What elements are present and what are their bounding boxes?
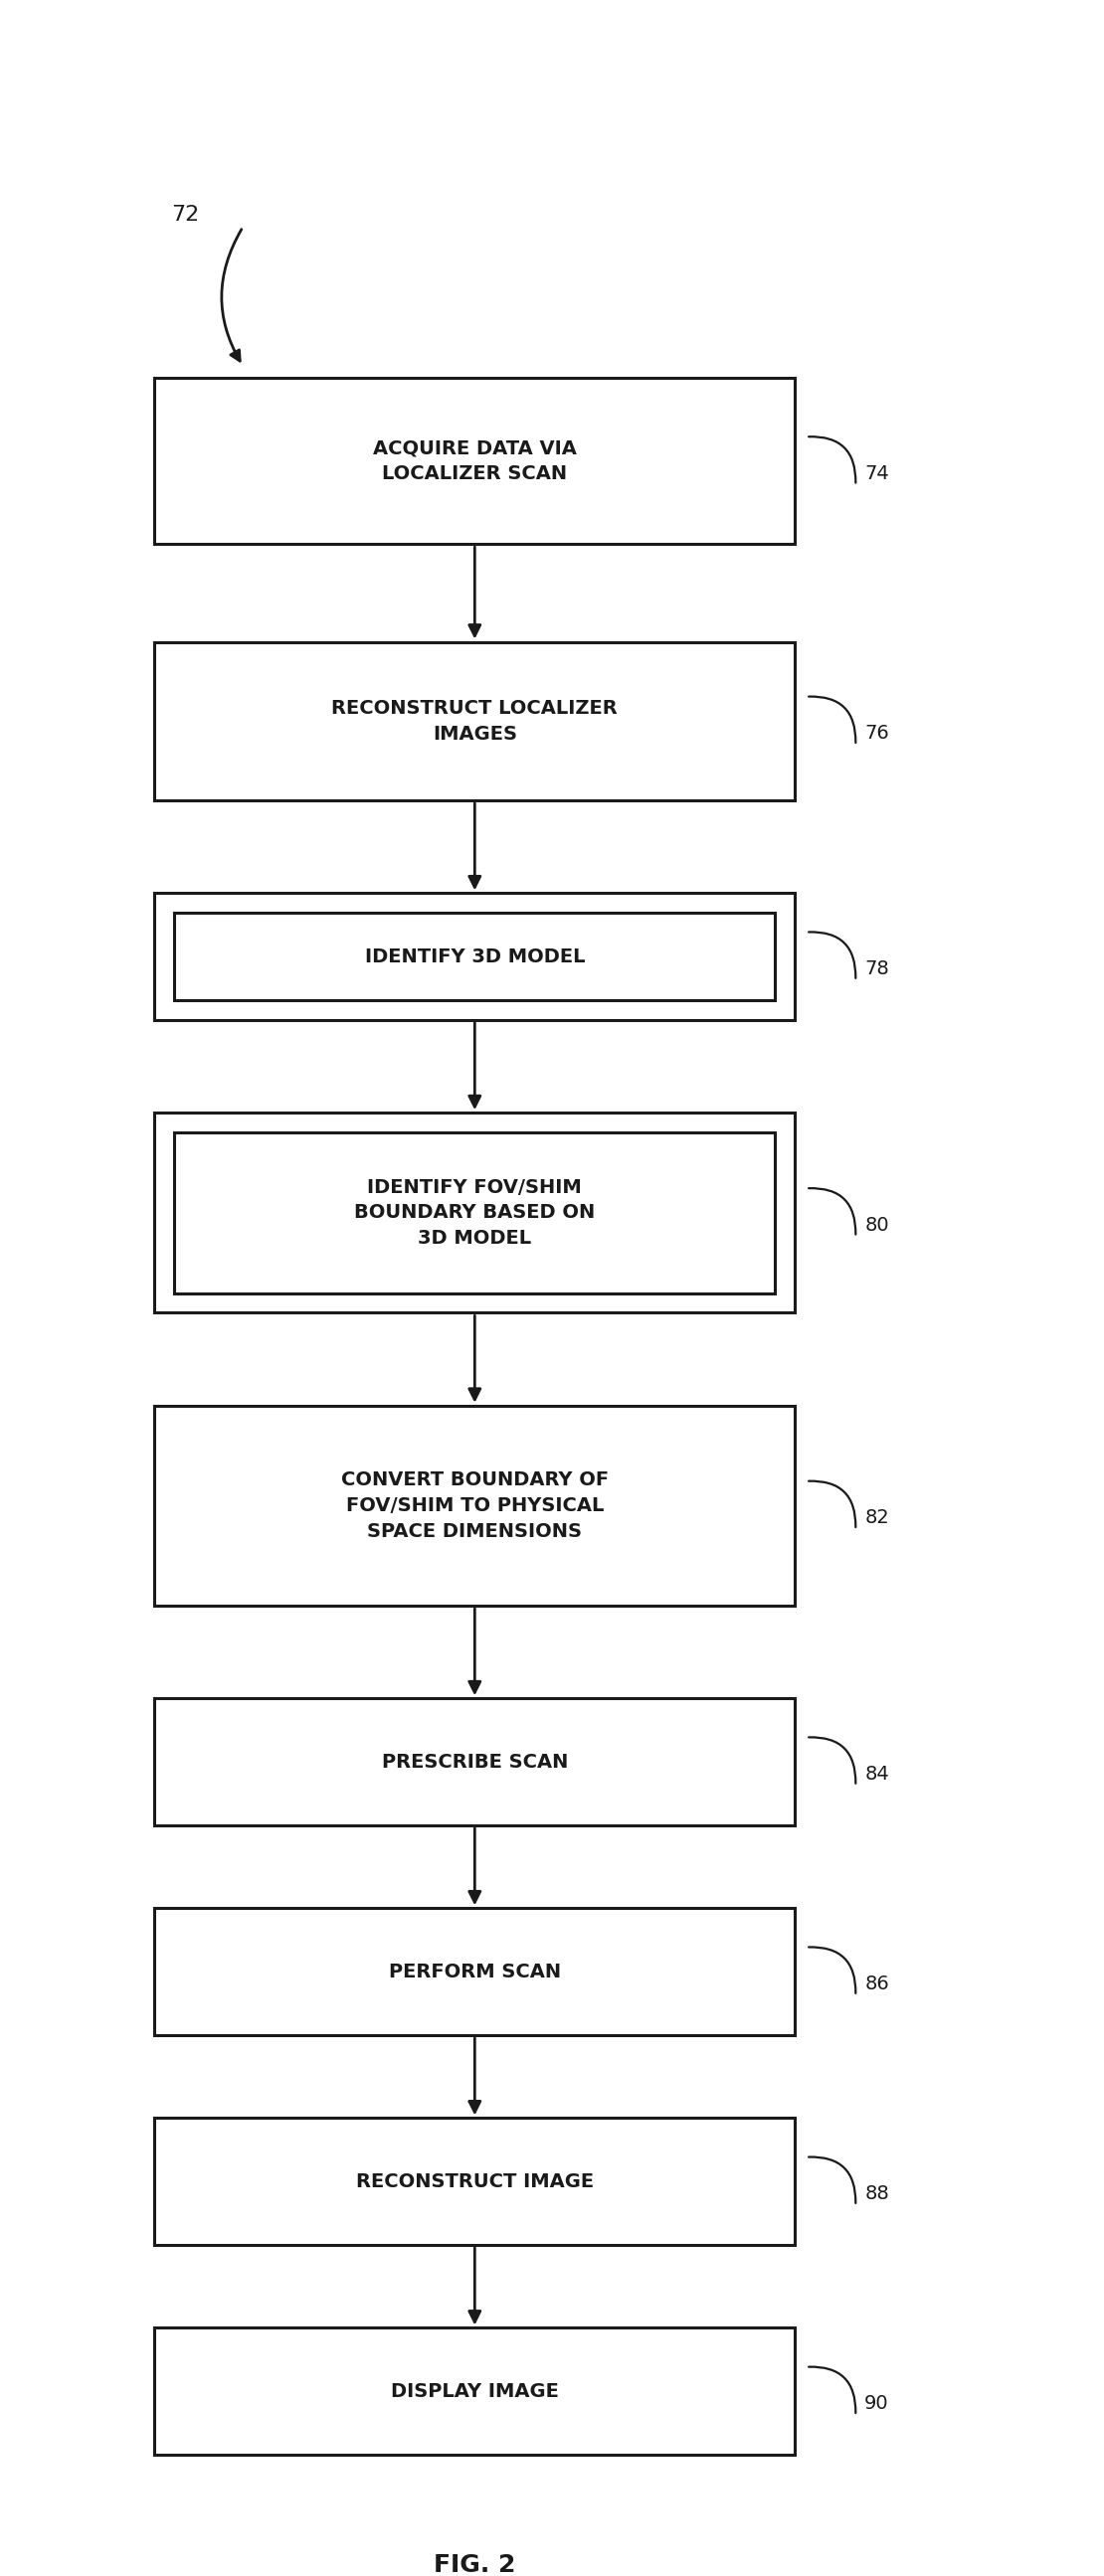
- Text: PERFORM SCAN: PERFORM SCAN: [389, 1963, 561, 1981]
- Bar: [155, 1698, 795, 1826]
- Bar: [174, 912, 775, 999]
- Text: 86: 86: [864, 1973, 889, 1994]
- Text: 74: 74: [864, 464, 889, 482]
- Text: 88: 88: [864, 2184, 889, 2202]
- Text: ACQUIRE DATA VIA
LOCALIZER SCAN: ACQUIRE DATA VIA LOCALIZER SCAN: [373, 438, 576, 484]
- Text: IDENTIFY 3D MODEL: IDENTIFY 3D MODEL: [364, 948, 585, 966]
- Text: 82: 82: [864, 1510, 889, 1528]
- Bar: [155, 1909, 795, 2035]
- Text: 80: 80: [864, 1216, 889, 1234]
- Text: IDENTIFY FOV/SHIM
BOUNDARY BASED ON
3D MODEL: IDENTIFY FOV/SHIM BOUNDARY BASED ON 3D M…: [354, 1177, 595, 1247]
- Bar: [155, 2329, 795, 2455]
- Bar: [155, 894, 795, 1020]
- Text: 84: 84: [864, 1765, 889, 1783]
- Text: CONVERT BOUNDARY OF
FOV/SHIM TO PHYSICAL
SPACE DIMENSIONS: CONVERT BOUNDARY OF FOV/SHIM TO PHYSICAL…: [341, 1471, 608, 1540]
- Bar: [155, 379, 795, 544]
- Text: FIG. 2: FIG. 2: [434, 2553, 516, 2576]
- Bar: [155, 641, 795, 801]
- Text: 76: 76: [864, 724, 889, 742]
- Text: 72: 72: [171, 206, 199, 224]
- Text: 78: 78: [864, 958, 889, 979]
- Bar: [155, 2117, 795, 2244]
- Bar: [174, 1133, 775, 1293]
- Text: 90: 90: [864, 2393, 889, 2414]
- Text: RECONSTRUCT LOCALIZER
IMAGES: RECONSTRUCT LOCALIZER IMAGES: [331, 698, 618, 744]
- Text: RECONSTRUCT IMAGE: RECONSTRUCT IMAGE: [355, 2172, 594, 2192]
- Bar: [155, 1406, 795, 1605]
- Text: PRESCRIBE SCAN: PRESCRIBE SCAN: [382, 1752, 567, 1772]
- Text: DISPLAY IMAGE: DISPLAY IMAGE: [391, 2383, 559, 2401]
- Bar: [155, 1113, 795, 1314]
